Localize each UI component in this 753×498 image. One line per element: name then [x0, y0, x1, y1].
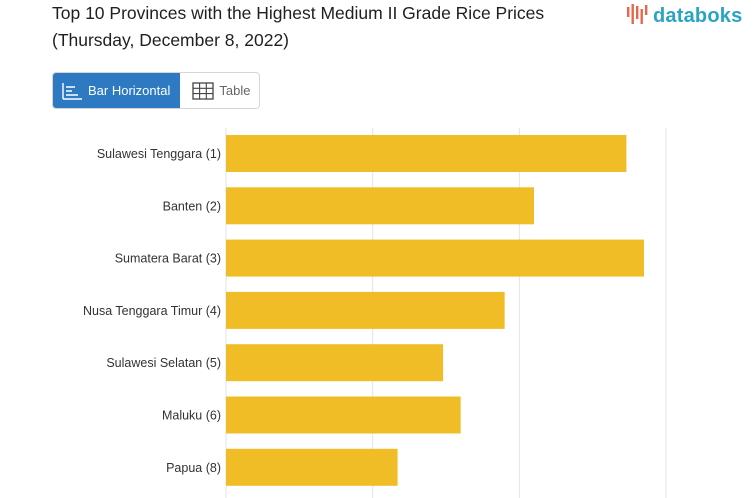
brand-name: databoks — [653, 5, 743, 27]
view-toggle: Bar Horizontal Table — [52, 72, 261, 109]
bar[interactable] — [226, 448, 398, 486]
table-label: Table — [219, 83, 251, 98]
table-tab[interactable]: Table — [180, 73, 259, 108]
bar-horizontal-label: Bar Horizontal — [88, 83, 171, 98]
bar[interactable] — [226, 291, 505, 329]
category-label: Banten (2) — [163, 199, 221, 213]
bar[interactable] — [226, 187, 534, 225]
bar[interactable] — [226, 344, 444, 382]
category-label: Maluku (6) — [162, 409, 221, 423]
category-label: Papua (8) — [166, 461, 221, 475]
category-label: Sulawesi Tenggara (1) — [97, 147, 221, 161]
bar[interactable] — [226, 396, 461, 434]
table-grid-icon — [192, 81, 215, 100]
chart-title: Top 10 Provinces with the Highest Medium… — [52, 3, 545, 50]
category-label: Sulawesi Selatan (5) — [106, 356, 221, 370]
brand-logo[interactable]: databoks — [626, 3, 742, 30]
bar-horizontal-tab[interactable]: Bar Horizontal — [53, 73, 181, 108]
bar-horizontal-icon — [62, 82, 82, 100]
bar-signal-icon — [626, 3, 650, 30]
bar[interactable] — [226, 135, 627, 172]
category-label: Sumatera Barat (3) — [115, 252, 221, 266]
category-label: Nusa Tenggara Timur (4) — [83, 304, 221, 318]
bar[interactable] — [226, 239, 644, 277]
